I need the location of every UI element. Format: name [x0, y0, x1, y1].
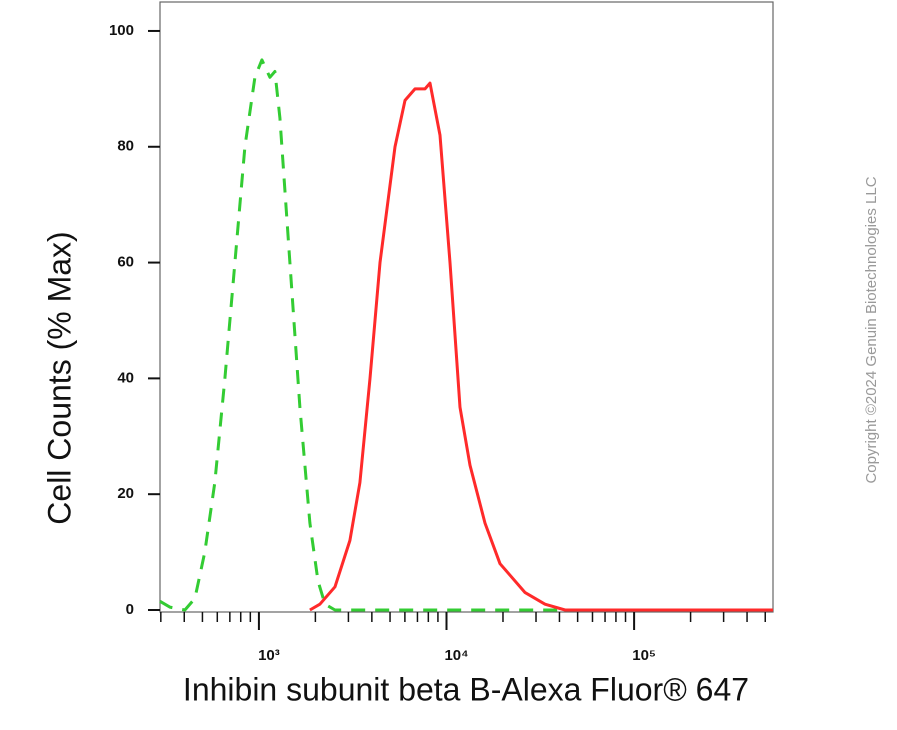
y-tick-label: 60: [117, 254, 134, 271]
series-line: [159, 58, 773, 612]
x-axis-label: Inhibin subunit beta B-Alexa Fluor® 647: [183, 671, 749, 707]
x-tick-label: 10³: [258, 647, 280, 664]
plot-frame: [159, 1, 774, 613]
x-tick-label: 10⁴: [444, 647, 468, 664]
y-axis-label: Cell Counts (% Max): [41, 231, 77, 524]
y-tick-label: 100: [109, 22, 134, 39]
y-tick-label: 20: [117, 485, 134, 502]
x-tick-label: 10⁵: [632, 647, 656, 664]
series-line: [309, 81, 773, 612]
y-tick-label: 80: [117, 138, 134, 155]
copyright: Copyright ©2024 Genuin Biotechnologies L…: [863, 176, 880, 483]
y-tick-label: 0: [126, 601, 134, 618]
y-tick-label: 40: [117, 369, 134, 386]
